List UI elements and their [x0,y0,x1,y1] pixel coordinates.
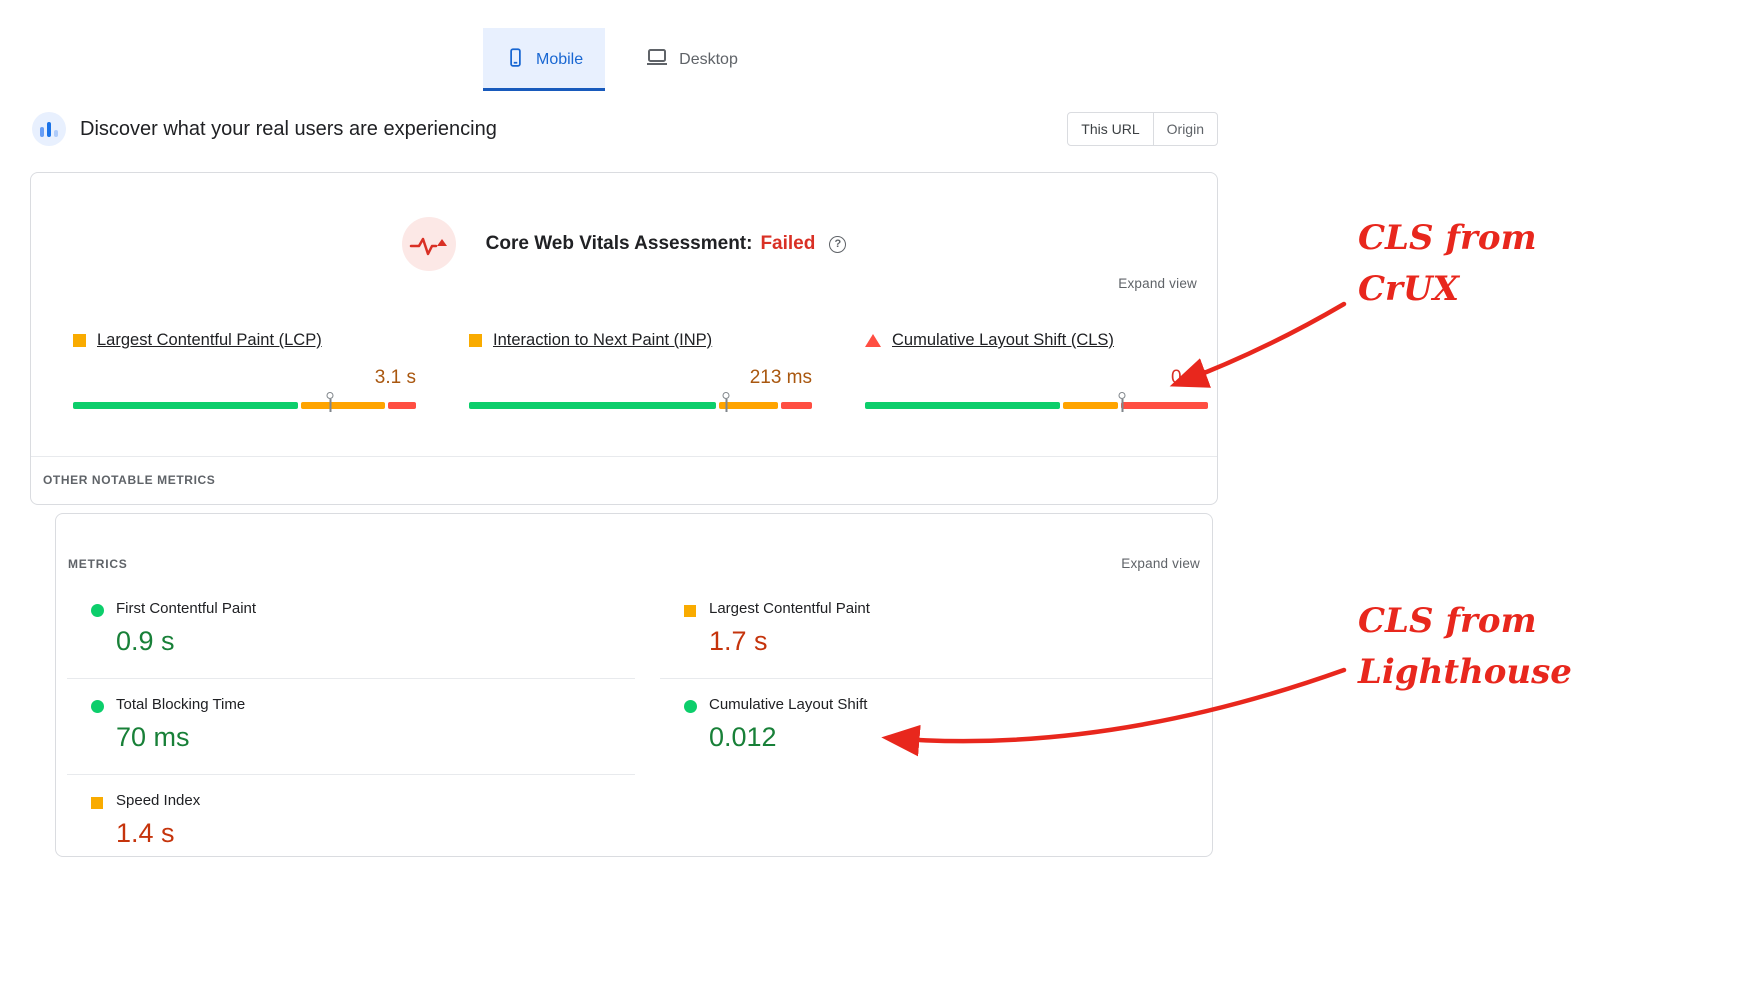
lab-metric-name: Largest Contentful Paint [708,600,870,617]
lab-expand-view-link[interactable]: Expand view [1121,556,1200,571]
origin-button[interactable]: Origin [1166,121,1204,137]
tab-desktop-label: Desktop [679,50,738,68]
lab-column-left: First Contentful Paint 0.9 s Total Block… [67,583,635,870]
green-circle-icon [91,604,104,617]
lab-metric-value: 0.012 [708,722,777,752]
field-data-header: Discover what your real users are experi… [30,110,1218,148]
tbt-lab-metric: Total Blocking Time 70 ms [67,679,635,775]
core-web-vitals-card: Core Web Vitals Assessment: Failed ? Exp… [30,172,1218,505]
lighthouse-metrics-card: METRICS Expand view First Contentful Pai… [55,513,1213,857]
lcp-distribution-bar [73,392,416,412]
red-triangle-icon [865,334,881,347]
lab-metric-name: Total Blocking Time [116,696,246,713]
orange-square-icon [469,334,482,347]
assessment-row: Core Web Vitals Assessment: Failed ? [31,217,1217,271]
bar-segment-green [469,402,716,409]
lcp-metric: Largest Contentful Paint (LCP) 3.1 s [73,331,416,412]
metrics-section-label: METRICS [68,557,128,571]
desktop-laptop-icon [645,45,669,74]
lab-metric-name: First Contentful Paint [116,600,257,617]
cls-from-lighthouse-annotation: CLS from Lighthouse [1358,601,1572,692]
tab-mobile[interactable]: Mobile [483,28,606,91]
green-circle-icon [91,700,104,713]
bar-marker [722,392,730,412]
section-divider [31,456,1217,457]
field-section-title: Discover what your real users are experi… [80,117,497,140]
other-notable-metrics-label: OTHER NOTABLE METRICS [43,473,216,487]
cwv-metrics-row: Largest Contentful Paint (LCP) 3.1 s Int… [73,331,1209,412]
cwv-expand-view-link[interactable]: Expand view [1118,276,1197,291]
inp-metric-link[interactable]: Interaction to Next Paint (INP) [493,331,713,349]
bar-marker [326,392,334,412]
bar-marker [1118,392,1126,412]
bar-segment-orange [1062,402,1119,409]
field-data-icon [30,110,68,148]
assessment-text: Core Web Vitals Assessment: Failed ? [486,233,847,255]
lab-metric-name: Speed Index [116,792,201,809]
cls-value: 0.28 [1171,367,1208,388]
lab-metric-name: Cumulative Layout Shift [708,696,868,713]
lab-columns: First Contentful Paint 0.9 s Total Block… [56,583,1212,870]
bar-segment-orange [300,402,385,409]
bar-segment-red [387,402,416,409]
this-url-button[interactable]: This URL [1068,113,1154,145]
bar-segment-orange [718,402,778,409]
lab-column-right: Largest Contentful Paint 1.7 s Cumulativ… [659,583,1212,870]
bar-segment-red [780,402,812,409]
orange-square-icon [91,797,103,809]
device-tabs: Mobile Desktop [483,28,760,91]
url-origin-toggle: This URL Origin [1067,112,1218,146]
cls-metric: Cumulative Layout Shift (CLS) 0.28 [865,331,1209,412]
inp-value: 213 ms [749,367,812,388]
bar-segment-green [865,402,1060,409]
lab-metric-value: 70 ms [116,722,190,752]
bar-segment-green [73,402,298,409]
cls-distribution-bar [865,392,1209,412]
cls-lab-metric: Cumulative Layout Shift 0.012 [660,679,1212,774]
orange-square-icon [683,605,696,617]
green-circle-icon [683,700,697,713]
fcp-lab-metric: First Contentful Paint 0.9 s [67,583,635,679]
assessment-label: Core Web Vitals Assessment: [485,233,753,254]
cls-from-crux-annotation: CLS from CrUX [1358,218,1537,309]
tab-desktop[interactable]: Desktop [623,28,760,91]
lcp-metric-link[interactable]: Largest Contentful Paint (LCP) [97,331,322,349]
lab-metric-value: 1.4 s [116,818,175,848]
lab-metric-value: 1.7 s [708,626,768,656]
help-icon[interactable]: ? [829,235,847,253]
inp-distribution-bar [469,392,812,412]
lcp-lab-metric: Largest Contentful Paint 1.7 s [659,583,1212,679]
tab-mobile-label: Mobile [536,50,584,68]
cls-metric-link[interactable]: Cumulative Layout Shift (CLS) [892,331,1114,349]
inp-metric: Interaction to Next Paint (INP) 213 ms [469,331,812,412]
mobile-phone-icon [505,47,526,73]
assessment-result: Failed [760,233,816,254]
pulse-icon [401,217,456,271]
lcp-value: 3.1 s [374,367,416,388]
lab-header: METRICS Expand view [56,514,1212,571]
speed-index-lab-metric: Speed Index 1.4 s [67,775,635,870]
orange-square-icon [73,334,86,347]
bar-segment-red [1121,402,1209,409]
lab-metric-value: 0.9 s [116,626,175,656]
